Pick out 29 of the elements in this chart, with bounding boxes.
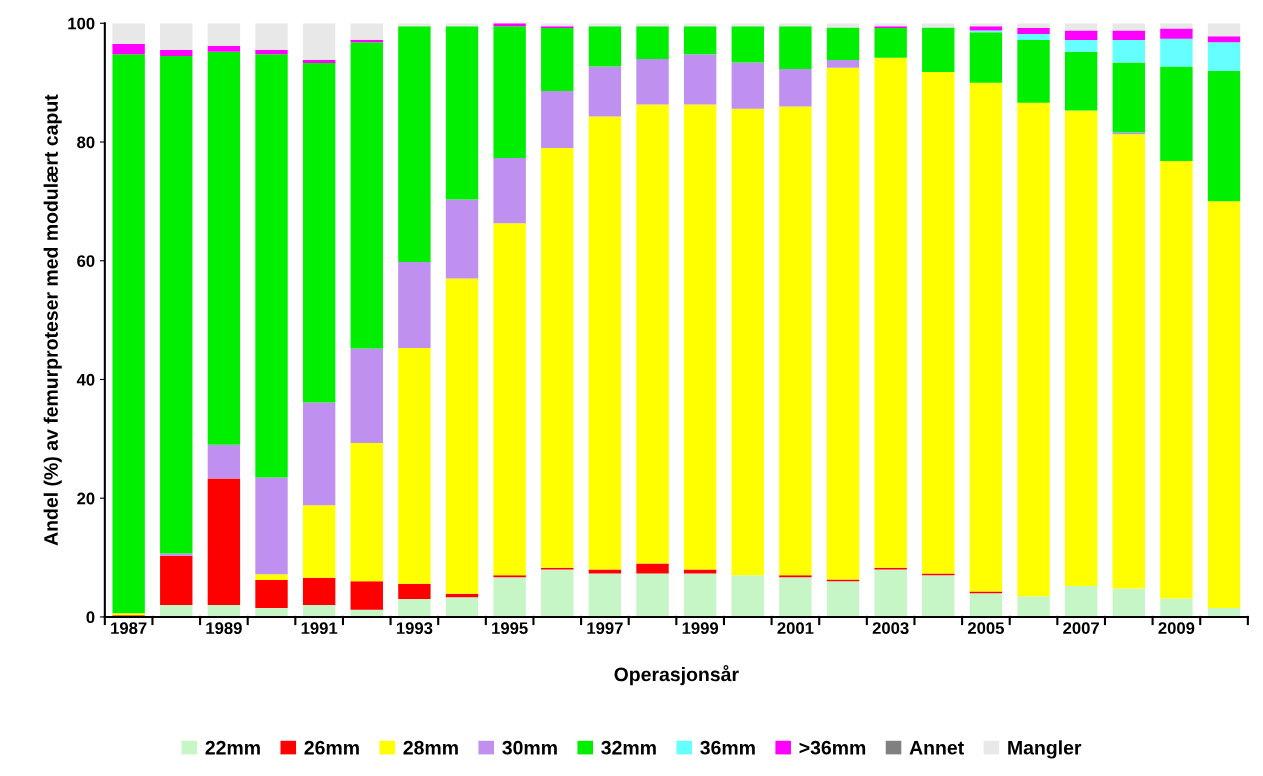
y-tick-label: 0 [86, 611, 95, 624]
x-tick-label: 1993 [396, 622, 433, 635]
legend-label: 22mm [205, 740, 260, 755]
x-tick-label: 2009 [1158, 622, 1195, 635]
legend-label: >36mm [799, 740, 866, 755]
legend-label: 32mm [601, 740, 656, 755]
legend-label: 28mm [403, 740, 458, 755]
legend-label: Annet [909, 741, 964, 755]
x-tick-label: 2005 [967, 622, 1004, 635]
x-tick-label: 1991 [301, 622, 338, 635]
x-tick-label: 1997 [587, 622, 623, 635]
x-tick-label: 2007 [1063, 622, 1099, 635]
y-tick-label: 20 [77, 492, 95, 505]
legend-label: 26mm [304, 740, 359, 755]
y-axis-title: Andel (%) av femurproteser med modulært caput [43, 94, 62, 546]
x-tick-label: 1995 [492, 622, 528, 635]
legend-label: Mangler [1008, 740, 1082, 759]
legend-label: 36mm [700, 740, 755, 755]
x-axis-title: Operasjonsår [614, 665, 739, 686]
y-tick-label: 100 [68, 17, 95, 30]
x-tick-label: 2003 [872, 622, 909, 635]
y-tick-label: 60 [77, 255, 95, 267]
y-tick-label: 40 [76, 373, 95, 386]
x-tick-label: 1999 [682, 622, 719, 635]
x-tick-label: 1989 [206, 622, 242, 635]
x-tick-label: 2001 [777, 622, 814, 635]
y-tick-label: 80 [77, 136, 95, 149]
x-tick-label: 1987 [111, 622, 147, 635]
legend-label: 30mm [502, 740, 557, 755]
